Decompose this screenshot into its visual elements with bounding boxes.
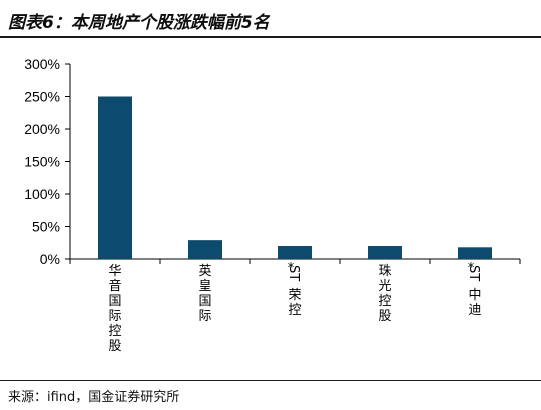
label-glyph: 迪 <box>468 303 481 318</box>
bottom-divider <box>0 380 541 381</box>
label-glyph: * <box>468 261 475 276</box>
label-glyph: ST <box>286 265 301 281</box>
label-glyph: * <box>288 261 295 276</box>
label-glyph: 股 <box>108 339 121 354</box>
bar <box>98 96 132 259</box>
y-tick-label: 100% <box>24 186 60 202</box>
bars <box>98 96 492 259</box>
top-divider <box>0 36 541 38</box>
y-axis-ticks: 0% 50% 100% 150% 200% 250% 300% <box>24 56 70 267</box>
y-tick-label: 150% <box>24 154 60 170</box>
label-glyph: 国 <box>198 294 211 309</box>
y-tick-label: 300% <box>24 56 60 72</box>
label-glyph: 光 <box>378 279 391 294</box>
label-glyph: 国 <box>108 294 121 309</box>
label-glyph: 皇 <box>198 279 211 294</box>
y-tick-label: 0% <box>40 251 60 267</box>
label-glyph: 珠 <box>378 264 391 279</box>
x-category-label: *ST 中迪 <box>466 261 482 318</box>
label-glyph: 控 <box>108 324 121 339</box>
label-glyph: 际 <box>108 309 121 324</box>
y-tick-label: 250% <box>24 89 60 105</box>
label-glyph: 华 <box>108 264 121 279</box>
bar-chart: 0%50%100%150%200%250%300% 华音国际控股英皇国际*ST荣… <box>24 56 521 354</box>
source-note: 来源：ifind，国金证券研究所 <box>8 390 180 405</box>
label-glyph: 中 <box>468 288 481 303</box>
title-bar: 图表6：本周地产个股涨跌幅前5名 <box>0 0 541 33</box>
x-category-label: *ST 荣控 <box>286 261 302 318</box>
bar <box>458 247 492 259</box>
label-glyph: 控 <box>378 294 391 309</box>
label-glyph: 英 <box>198 264 211 279</box>
label-glyph: ST <box>466 265 481 281</box>
label-glyph: 股 <box>378 309 391 324</box>
bar <box>188 240 222 259</box>
label-glyph: 际 <box>198 309 211 324</box>
y-tick-label: 200% <box>24 121 60 137</box>
y-tick-label: 50% <box>32 219 60 235</box>
bar <box>278 246 312 259</box>
label-glyph: 荣 <box>288 288 301 303</box>
label-glyph: 控 <box>288 303 301 318</box>
bar <box>368 246 402 259</box>
label-glyph: 音 <box>108 278 121 294</box>
chart-axes <box>69 64 521 264</box>
chart-title: 图表6：本周地产个股涨跌幅前5名 <box>8 13 270 33</box>
